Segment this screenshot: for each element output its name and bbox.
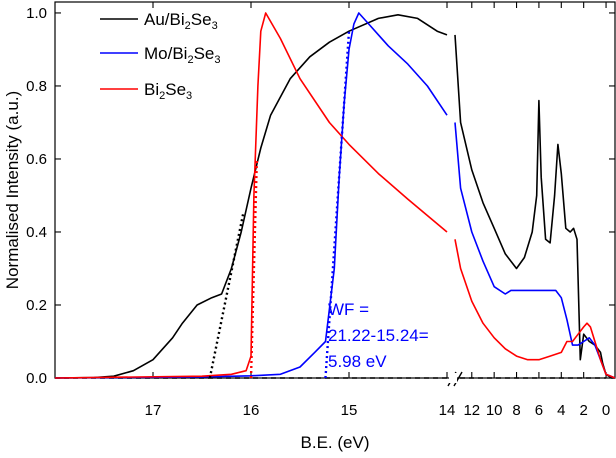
legend-label-bi2se3: Bi2Se3	[144, 80, 192, 102]
wf-annotation: WF = 21.22-15.24= 5.98 eV	[328, 300, 429, 371]
x-axis-title: B.E. (eV)	[301, 433, 370, 452]
plot-frame	[54, 1, 616, 379]
axis-ticks: 0.0 0.2 0.4 0.6 0.8 1.0 17 16 15 14 12 10 8 6 4 2 0	[26, 2, 615, 419]
annotation-line-3: 5.98 eV	[328, 352, 387, 371]
x-tick-label: 16	[243, 402, 260, 419]
x-tick-label: 8	[512, 402, 520, 419]
x-tick-label: 14	[439, 402, 456, 419]
x-tick-label: 17	[145, 402, 162, 419]
x-tick-label: 6	[535, 402, 543, 419]
annotation-line-2: 21.22-15.24=	[328, 326, 429, 345]
y-tick-label: 0.2	[26, 297, 47, 314]
series-lines	[54, 12, 616, 379]
x-tick-label: 0	[602, 402, 610, 419]
legend-label-mo: Mo/Bi2Se3	[144, 44, 221, 66]
y-tick-label: 0.4	[26, 224, 47, 241]
axis-break	[447, 371, 463, 387]
extrapolation-lines	[208, 31, 351, 379]
series-line-1-part-1	[454, 122, 616, 379]
series-line-1-part-0	[54, 12, 448, 379]
x-tick-label: 15	[341, 402, 358, 419]
x-tick-label: 4	[557, 402, 565, 419]
y-tick-label: 0.6	[26, 151, 47, 168]
legend-label-au: Au/Bi2Se3	[144, 10, 218, 32]
y-tick-label: 0.8	[26, 78, 47, 95]
x-tick-label: 10	[486, 402, 503, 419]
legend: Au/Bi2Se3 Mo/Bi2Se3 Bi2Se3	[100, 10, 221, 102]
extrapolation-line-1	[249, 158, 259, 379]
y-axis-title: Normalised Intensity (a.u.)	[3, 91, 22, 289]
annotation-line-1: WF =	[328, 300, 369, 319]
series-line-2-part-1	[454, 239, 616, 379]
x-tick-label: 2	[579, 402, 587, 419]
y-tick-label: 1.0	[26, 5, 47, 22]
series-line-0-part-0	[54, 14, 448, 379]
x-tick-label: 12	[463, 402, 480, 419]
series-line-2-part-0	[54, 12, 448, 379]
y-tick-label: 0.0	[26, 370, 47, 387]
